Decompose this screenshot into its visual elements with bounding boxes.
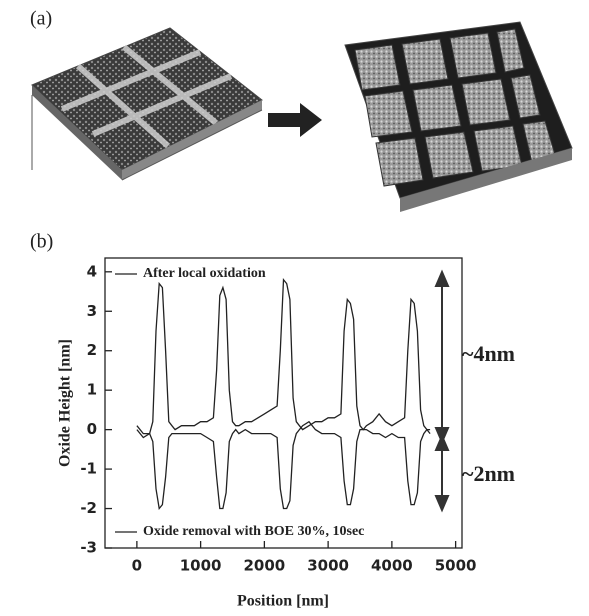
y-tick-label: -3 [80, 539, 97, 557]
afm-image-before [31, 27, 263, 181]
y-tick-label: 0 [87, 420, 97, 438]
x-tick-label: 4000 [371, 557, 413, 575]
plot-frame [104, 257, 463, 549]
annotation: ~4nm [462, 341, 515, 366]
x-tick-label: 0 [132, 557, 142, 575]
x-axis-title: Position [nm] [237, 593, 329, 610]
x-tick-label: 3000 [307, 557, 349, 575]
data-line [136, 420, 431, 511]
afm-image-after [344, 21, 573, 212]
panel-label: (a) [30, 8, 52, 30]
data-line [136, 277, 431, 435]
legend-label: Oxide removal with BOE 30%, 10sec [143, 524, 364, 539]
y-tick-label: 4 [87, 262, 97, 280]
y-tick-label: 2 [87, 341, 97, 359]
y-tick-label: -1 [80, 460, 97, 478]
x-tick-label: 5000 [435, 557, 477, 575]
arrow [268, 103, 322, 137]
y-axis-title: Oxide Height [nm] [57, 339, 74, 467]
y-tick-label: 1 [87, 381, 97, 399]
x-tick-label: 2000 [244, 557, 286, 575]
y-tick-label: -2 [80, 499, 97, 517]
annotation: ~2nm [462, 461, 515, 486]
range-arrows [434, 269, 450, 513]
y-tick-label: 3 [87, 302, 97, 320]
x-tick-label: 1000 [180, 557, 222, 575]
panel-label: (b) [30, 231, 53, 253]
legend-label: After local oxidation [143, 266, 266, 281]
